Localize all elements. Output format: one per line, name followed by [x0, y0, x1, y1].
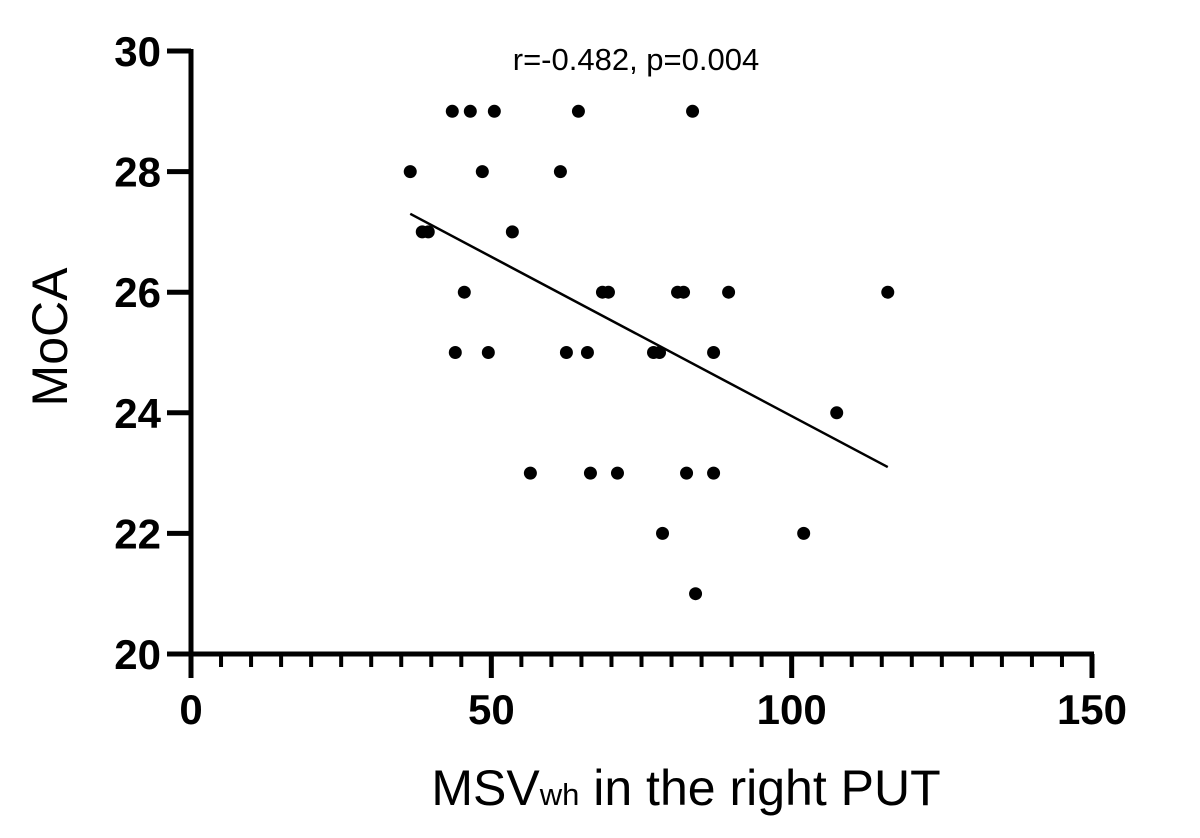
y-tick-label-22: 22	[114, 510, 161, 557]
axes-layer	[167, 48, 1095, 678]
data-point-4	[445, 104, 459, 118]
correlation-annotation: r=-0.482, p=0.004	[513, 42, 759, 77]
y-tick-label-26: 26	[114, 269, 161, 316]
data-point-11	[505, 225, 519, 239]
data-point-30	[707, 466, 721, 480]
data-point-19	[601, 285, 615, 299]
data-point-7	[475, 165, 489, 179]
data-point-9	[448, 346, 462, 359]
y-axis-title: MoCA	[22, 267, 78, 407]
data-point-26	[680, 466, 694, 480]
labels-layer: 20 22 24 26 28 30 0 50 100 150	[114, 28, 1127, 733]
data-point-5	[463, 104, 477, 118]
data-point-14	[559, 346, 573, 359]
y-tick-label-28: 28	[114, 149, 161, 196]
data-point-17	[583, 466, 597, 480]
data-point-10	[481, 346, 495, 359]
data-point-15	[571, 104, 585, 118]
data-point-28	[689, 587, 703, 601]
data-point-6	[487, 104, 501, 118]
data-point-12	[523, 466, 537, 480]
x-axis-title-rest: in the right PUT	[579, 760, 940, 816]
data-point-20	[610, 466, 624, 480]
y-tick-label-24: 24	[114, 390, 161, 437]
data-point-34	[881, 285, 895, 299]
data-point-23	[656, 526, 670, 540]
y-tick-label-30: 30	[114, 28, 161, 75]
data-point-8	[457, 285, 471, 299]
points-layer	[403, 104, 895, 601]
data-point-31	[722, 285, 736, 299]
regression-line	[409, 212, 889, 469]
x-tick-label-0: 0	[179, 686, 202, 733]
data-point-16	[580, 346, 594, 359]
x-tick-label-50: 50	[468, 686, 515, 733]
data-point-29	[707, 346, 721, 359]
data-point-25	[677, 285, 691, 299]
data-point-22	[653, 346, 667, 359]
y-tick-label-20: 20	[114, 631, 161, 678]
x-axis-title: MSVwh in the right PUT	[431, 760, 940, 816]
fit-line-layer	[409, 212, 889, 469]
data-point-3	[421, 225, 435, 239]
x-axis-title-subscript: wh	[539, 777, 580, 812]
data-point-32	[797, 526, 811, 540]
x-tick-label-100: 100	[757, 686, 827, 733]
data-point-33	[830, 406, 844, 420]
x-tick-label-150: 150	[1057, 686, 1127, 733]
x-axis-title-main: MSV	[431, 760, 540, 816]
data-point-27	[686, 104, 700, 118]
data-point-1	[403, 165, 417, 179]
data-point-13	[553, 165, 567, 179]
